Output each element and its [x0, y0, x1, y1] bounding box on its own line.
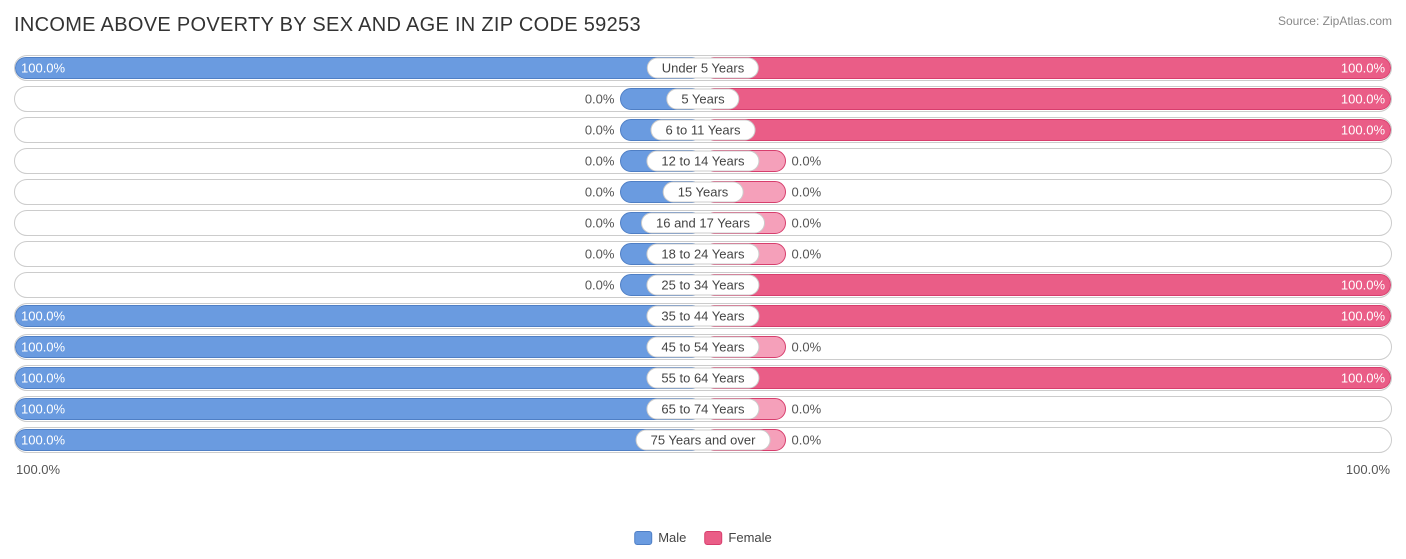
- female-value-label: 100.0%: [1341, 92, 1385, 107]
- axis-right-label: 100.0%: [1346, 462, 1390, 477]
- category-label: Under 5 Years: [647, 58, 759, 79]
- chart-row: 100.0% 0.0% 75 Years and over: [14, 427, 1392, 453]
- legend-item-male: Male: [634, 530, 686, 545]
- chart-row: 0.0% 0.0% 15 Years: [14, 179, 1392, 205]
- female-value-label: 100.0%: [1341, 309, 1385, 324]
- male-value-label: 0.0%: [585, 278, 615, 293]
- female-bar: [703, 305, 1391, 327]
- chart-row: 100.0% 100.0% Under 5 Years: [14, 55, 1392, 81]
- legend-label-male: Male: [658, 530, 686, 545]
- female-value-label: 0.0%: [792, 247, 822, 262]
- category-label: 16 and 17 Years: [641, 213, 765, 234]
- male-value-label: 0.0%: [585, 123, 615, 138]
- female-value-label: 100.0%: [1341, 123, 1385, 138]
- male-bar: [15, 398, 703, 420]
- chart-row: 0.0% 100.0% 5 Years: [14, 86, 1392, 112]
- category-label: 45 to 54 Years: [646, 337, 759, 358]
- chart-row: 100.0% 100.0% 35 to 44 Years: [14, 303, 1392, 329]
- male-bar: [15, 57, 703, 79]
- male-value-label: 0.0%: [585, 247, 615, 262]
- female-value-label: 100.0%: [1341, 61, 1385, 76]
- chart-row: 0.0% 0.0% 16 and 17 Years: [14, 210, 1392, 236]
- female-bar: [703, 57, 1391, 79]
- legend-swatch-female: [704, 531, 722, 545]
- category-label: 12 to 14 Years: [646, 151, 759, 172]
- category-label: 5 Years: [666, 89, 739, 110]
- female-bar: [703, 88, 1391, 110]
- female-bar: [703, 367, 1391, 389]
- category-label: 6 to 11 Years: [651, 120, 756, 141]
- legend-swatch-male: [634, 531, 652, 545]
- female-bar: [703, 274, 1391, 296]
- male-value-label: 100.0%: [21, 340, 65, 355]
- chart-row: 0.0% 100.0% 6 to 11 Years: [14, 117, 1392, 143]
- male-value-label: 100.0%: [21, 309, 65, 324]
- header: INCOME ABOVE POVERTY BY SEX AND AGE IN Z…: [14, 14, 1392, 37]
- source-label: Source: ZipAtlas.com: [1278, 14, 1392, 28]
- male-bar: [15, 305, 703, 327]
- male-value-label: 100.0%: [21, 61, 65, 76]
- male-value-label: 0.0%: [585, 92, 615, 107]
- legend-label-female: Female: [728, 530, 771, 545]
- female-value-label: 0.0%: [792, 433, 822, 448]
- female-value-label: 0.0%: [792, 340, 822, 355]
- chart-row: 0.0% 0.0% 18 to 24 Years: [14, 241, 1392, 267]
- category-label: 55 to 64 Years: [646, 368, 759, 389]
- chart-row: 0.0% 100.0% 25 to 34 Years: [14, 272, 1392, 298]
- female-value-label: 0.0%: [792, 216, 822, 231]
- category-label: 65 to 74 Years: [646, 399, 759, 420]
- x-axis: 100.0% 100.0%: [14, 458, 1392, 477]
- male-value-label: 0.0%: [585, 185, 615, 200]
- female-value-label: 100.0%: [1341, 371, 1385, 386]
- male-bar: [15, 336, 703, 358]
- female-value-label: 0.0%: [792, 154, 822, 169]
- chart-container: INCOME ABOVE POVERTY BY SEX AND AGE IN Z…: [0, 0, 1406, 559]
- chart-row: 100.0% 100.0% 55 to 64 Years: [14, 365, 1392, 391]
- category-label: 25 to 34 Years: [646, 275, 759, 296]
- male-value-label: 0.0%: [585, 216, 615, 231]
- male-value-label: 0.0%: [585, 154, 615, 169]
- category-label: 75 Years and over: [636, 430, 771, 451]
- male-bar: [15, 429, 703, 451]
- legend: Male Female: [634, 530, 772, 545]
- chart-area: 100.0% 100.0% Under 5 Years 0.0% 100.0% 5 Yea…: [14, 55, 1392, 453]
- female-value-label: 0.0%: [792, 185, 822, 200]
- chart-row: 100.0% 0.0% 45 to 54 Years: [14, 334, 1392, 360]
- chart-title: INCOME ABOVE POVERTY BY SEX AND AGE IN Z…: [14, 14, 641, 37]
- category-label: 15 Years: [663, 182, 744, 203]
- legend-item-female: Female: [704, 530, 771, 545]
- axis-left-label: 100.0%: [16, 462, 60, 477]
- chart-row: 0.0% 0.0% 12 to 14 Years: [14, 148, 1392, 174]
- female-value-label: 0.0%: [792, 402, 822, 417]
- male-value-label: 100.0%: [21, 371, 65, 386]
- category-label: 35 to 44 Years: [646, 306, 759, 327]
- male-value-label: 100.0%: [21, 402, 65, 417]
- female-bar: [703, 119, 1391, 141]
- female-value-label: 100.0%: [1341, 278, 1385, 293]
- male-value-label: 100.0%: [21, 433, 65, 448]
- chart-row: 100.0% 0.0% 65 to 74 Years: [14, 396, 1392, 422]
- category-label: 18 to 24 Years: [646, 244, 759, 265]
- male-bar: [15, 367, 703, 389]
